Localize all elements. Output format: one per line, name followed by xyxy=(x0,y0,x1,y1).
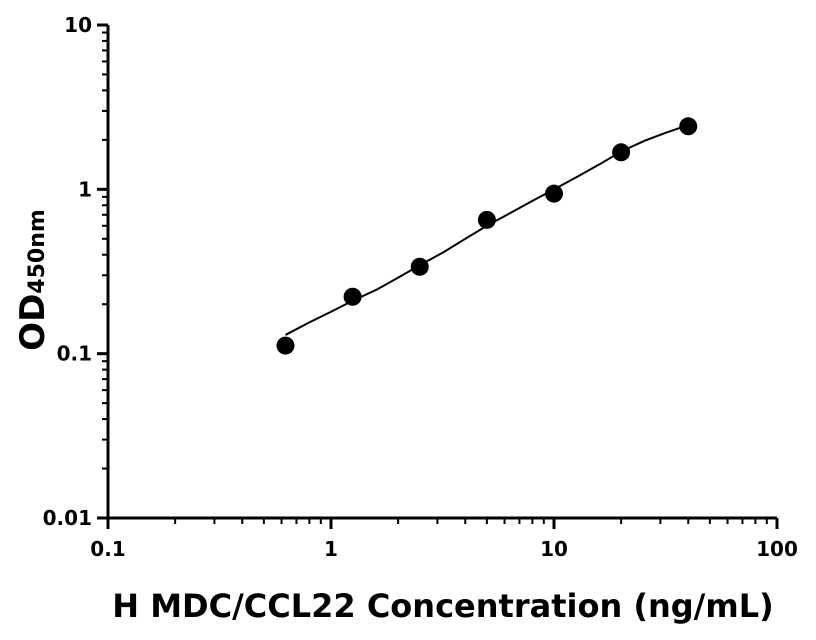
data-point xyxy=(612,143,631,162)
y-axis-title: OD450nm xyxy=(13,209,53,351)
data-point xyxy=(679,117,698,136)
data-point xyxy=(410,257,429,276)
data-point xyxy=(477,210,496,229)
y-tick-label: 1 xyxy=(78,177,92,201)
axes xyxy=(106,25,777,520)
x-tick-label: 100 xyxy=(756,537,798,561)
data-point xyxy=(276,336,295,355)
axis-ticks: 0.1 1 10 100 0.01 0.1 1 10 xyxy=(43,13,798,561)
data-points xyxy=(276,117,698,355)
y-tick-label: 0.1 xyxy=(57,342,92,366)
y-axis-title-subscript: 450nm xyxy=(25,209,50,294)
data-point xyxy=(545,184,563,203)
data-point xyxy=(343,287,362,306)
y-axis-title-main: OD xyxy=(13,294,53,351)
x-tick-label: 0.1 xyxy=(90,537,125,561)
y-tick-label: 10 xyxy=(64,13,92,37)
x-tick-label: 10 xyxy=(540,537,568,561)
y-tick-label: 0.01 xyxy=(43,506,92,530)
x-tick-label: 1 xyxy=(324,537,338,561)
x-axis-title: H MDC/CCL22 Concentration (ng/mL) xyxy=(112,587,773,625)
